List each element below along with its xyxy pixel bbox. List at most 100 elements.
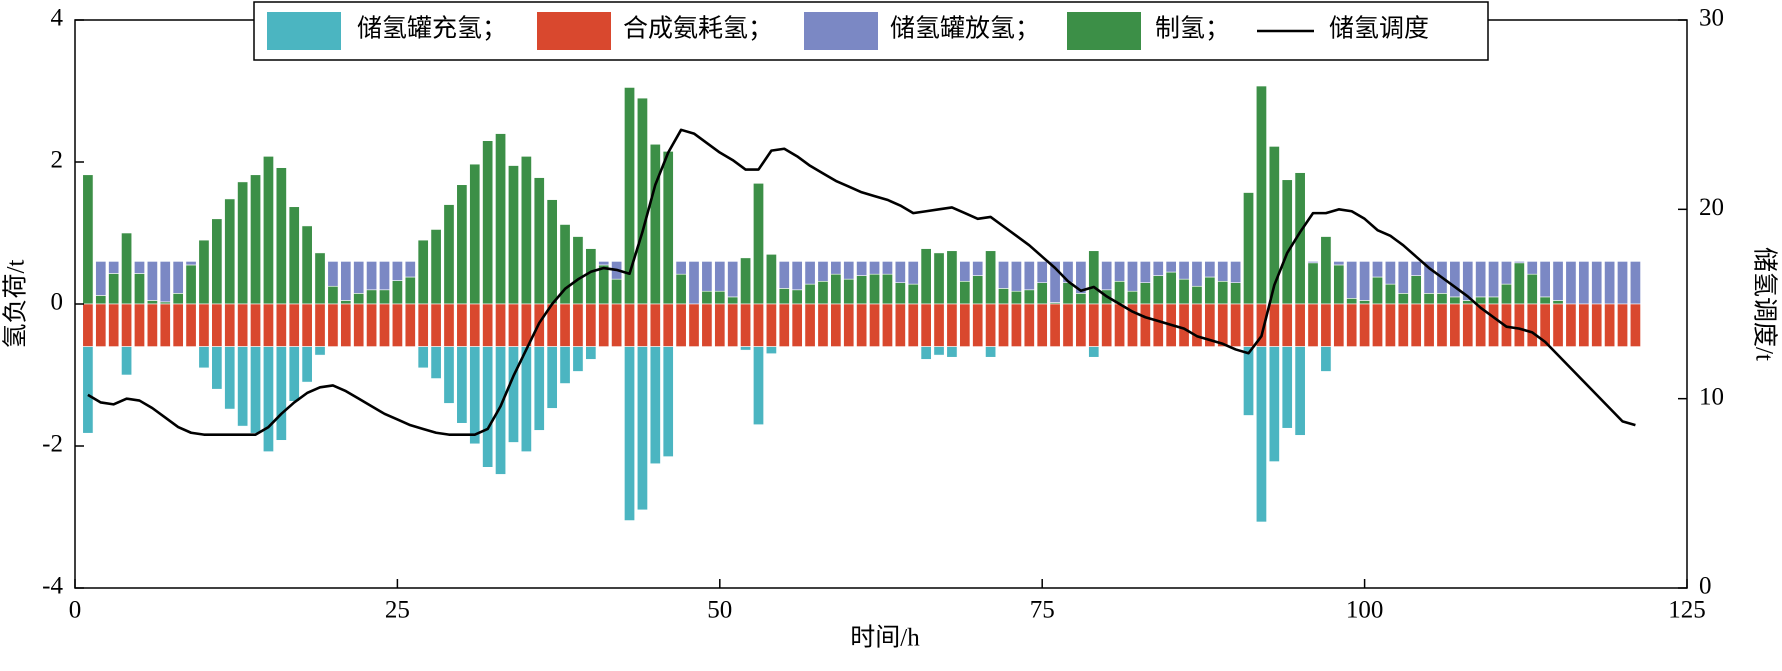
bar-segment: [1617, 261, 1628, 305]
bar-segment: [1101, 261, 1113, 291]
bar-segment: [881, 303, 893, 347]
bar-segment: [1333, 264, 1345, 305]
bar-segment: [649, 303, 661, 347]
bar-segment: [1217, 261, 1229, 282]
bar-segment: [1488, 303, 1500, 347]
bar-segment: [1423, 261, 1435, 294]
bar-segment: [430, 346, 442, 379]
bar-segment: [327, 261, 339, 287]
bar-segment: [972, 261, 984, 276]
bar-segment: [1359, 261, 1371, 301]
bar-segment: [649, 143, 661, 305]
bar-segment: [998, 261, 1009, 289]
bar-segment: [275, 303, 287, 347]
bar-segment: [1307, 303, 1319, 347]
bar-segment: [1294, 346, 1306, 436]
bar-segment: [933, 346, 945, 356]
y-axis-label: 氢负荷/t: [2, 260, 30, 349]
bar-segment: [1410, 303, 1422, 347]
bar-segment: [314, 346, 326, 356]
bar-segment: [482, 140, 494, 305]
bar-segment: [727, 296, 739, 305]
bar-segment: [1410, 275, 1422, 305]
bar-segment: [533, 346, 545, 431]
bar-segment: [920, 346, 932, 360]
bar-segment: [430, 303, 442, 347]
bar-segment: [237, 346, 249, 427]
bar-segment: [198, 239, 210, 305]
bar-segment: [1591, 303, 1603, 347]
bar-segment: [1010, 290, 1022, 305]
bar-segment: [959, 280, 971, 305]
bar-segment: [1230, 303, 1242, 347]
bar-segment: [1462, 261, 1474, 301]
bar-segment: [1036, 282, 1048, 305]
bar-segment: [1539, 303, 1551, 347]
bar-segment: [572, 303, 584, 347]
bar-segment: [250, 174, 262, 305]
bar-segment: [920, 248, 932, 305]
bar-segment: [404, 303, 416, 347]
bar-segment: [121, 232, 133, 305]
y-tick-label: 0: [51, 289, 64, 316]
x-tick-label: 75: [1030, 597, 1055, 624]
bar-segment: [495, 346, 507, 475]
bar-segment: [753, 346, 764, 426]
bar-segment: [1243, 346, 1254, 416]
bar-segment: [753, 183, 764, 305]
bar-segment: [1191, 261, 1203, 287]
bar-segment: [379, 289, 390, 305]
legend-label: 储氢罐充氢；: [357, 15, 507, 43]
bar-segment: [108, 273, 120, 305]
bar-segment: [1346, 303, 1358, 347]
bar-segment: [765, 346, 777, 355]
bar-segment: [933, 303, 945, 347]
bar-segment: [985, 250, 997, 305]
bar-segment: [1127, 261, 1138, 292]
bar-segment: [1397, 293, 1409, 305]
bar-segment: [1010, 303, 1022, 347]
bar-segment: [340, 300, 352, 305]
bar-segment: [636, 97, 648, 305]
bar-segment: [404, 261, 416, 278]
bar-segment: [765, 303, 777, 347]
bar-segment: [1565, 261, 1577, 305]
bar-segment: [1036, 261, 1048, 283]
bar-segment: [340, 303, 352, 347]
bar-segment: [469, 163, 481, 305]
bar-segment: [1449, 261, 1461, 298]
bar-segment: [585, 346, 597, 360]
bar-segment: [946, 303, 958, 347]
bar-segment: [95, 295, 107, 305]
bar-segment: [417, 303, 429, 347]
bar-segment: [211, 346, 223, 390]
bar-segment: [95, 303, 107, 347]
bar-segment: [1088, 303, 1100, 347]
y2-tick-label: 10: [1699, 383, 1724, 410]
bar-segment: [1591, 261, 1603, 305]
bar-segment: [275, 346, 287, 441]
bar-segment: [830, 303, 842, 347]
bar-segment: [417, 239, 429, 305]
bar-segment: [379, 261, 390, 291]
bar-segment: [1127, 290, 1138, 305]
bar-segment: [1307, 262, 1319, 305]
x-tick-label: 50: [707, 597, 732, 624]
bar-segment: [675, 273, 687, 305]
bar-segment: [314, 303, 326, 347]
x-tick-label: 25: [385, 597, 410, 624]
bar-segment: [546, 199, 558, 305]
bar-segment: [1333, 261, 1345, 266]
bar-segment: [972, 275, 984, 305]
bar-segment: [817, 303, 829, 347]
bar-segment: [146, 303, 158, 347]
bar-segment: [1049, 303, 1061, 347]
bar-segment: [108, 303, 120, 347]
bar-segment: [585, 248, 597, 305]
bar-segment: [379, 303, 390, 347]
bar-segment: [830, 273, 842, 305]
bar-segment: [1294, 303, 1306, 347]
bar-segment: [1023, 289, 1035, 305]
bar-segment: [1539, 296, 1551, 305]
bar-segment: [1604, 261, 1616, 305]
